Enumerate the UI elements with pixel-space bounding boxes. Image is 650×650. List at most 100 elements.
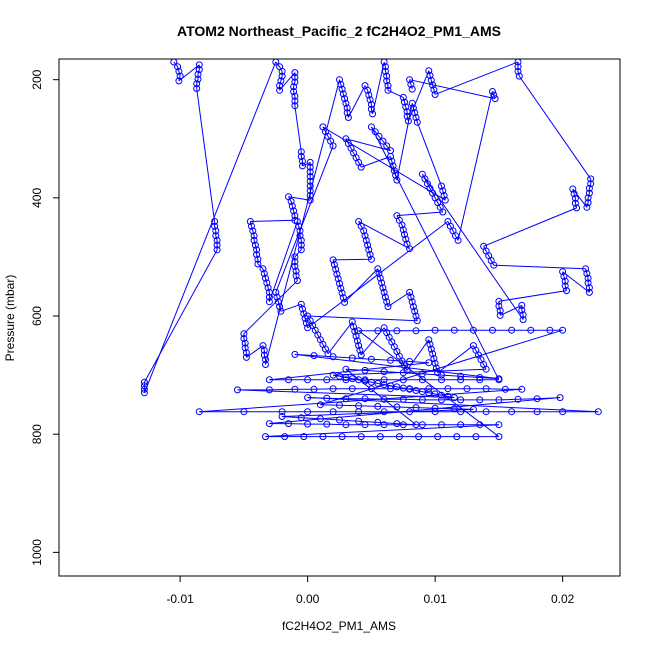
data-point xyxy=(434,433,442,441)
data-point xyxy=(379,137,387,145)
data-point xyxy=(383,142,391,150)
data-point xyxy=(348,354,356,362)
data-point xyxy=(563,287,570,295)
data-point xyxy=(527,326,535,334)
data-point xyxy=(240,330,248,338)
data-point xyxy=(425,359,433,367)
data-point xyxy=(262,361,269,368)
data-point xyxy=(387,385,394,393)
data-point xyxy=(489,326,496,334)
data-point xyxy=(297,246,305,254)
data-point xyxy=(399,93,407,101)
series-connector xyxy=(345,138,391,152)
data-point xyxy=(409,303,417,311)
x-tick-label: 0.00 xyxy=(296,592,320,606)
data-point xyxy=(401,231,408,238)
data-point xyxy=(438,182,445,190)
data-point xyxy=(278,67,286,75)
data-point xyxy=(291,69,299,77)
data-point xyxy=(430,355,438,363)
data-point xyxy=(195,408,203,416)
data-point xyxy=(374,327,382,335)
series-line xyxy=(320,404,474,410)
data-point xyxy=(240,335,248,342)
data-point xyxy=(285,376,292,384)
data-point xyxy=(342,376,350,384)
data-point xyxy=(306,168,314,176)
data-point xyxy=(453,433,461,441)
data-point xyxy=(250,236,258,244)
data-point xyxy=(343,109,351,117)
data-point xyxy=(285,420,292,428)
series-connector xyxy=(457,91,493,241)
data-point xyxy=(175,77,183,85)
data-point xyxy=(140,378,148,386)
data-point xyxy=(403,366,411,374)
data-point xyxy=(213,246,221,254)
data-point xyxy=(384,82,392,90)
data-point xyxy=(415,433,423,441)
data-point xyxy=(262,433,269,441)
series-connector xyxy=(345,368,417,426)
data-point xyxy=(402,103,410,111)
data-point xyxy=(491,95,499,103)
data-point xyxy=(291,92,299,100)
data-point xyxy=(403,108,411,116)
data-point xyxy=(329,353,337,361)
data-point xyxy=(388,157,396,165)
series-connector xyxy=(250,219,295,222)
data-point xyxy=(585,184,593,192)
data-point xyxy=(556,394,564,402)
data-point xyxy=(329,142,337,150)
data-point xyxy=(514,63,522,71)
data-point xyxy=(383,298,391,306)
data-point xyxy=(399,376,407,384)
series-connector xyxy=(196,88,216,222)
data-point xyxy=(310,352,318,360)
series-connector xyxy=(302,161,311,167)
data-point xyxy=(353,337,361,345)
data-point xyxy=(361,366,369,374)
data-point xyxy=(398,221,406,229)
data-point xyxy=(337,80,345,88)
data-point xyxy=(291,73,299,81)
data-point xyxy=(495,396,503,404)
data-point xyxy=(406,408,414,416)
series-line xyxy=(307,315,329,355)
data-point xyxy=(336,280,343,287)
data-point xyxy=(342,365,350,373)
series-connector xyxy=(143,249,218,383)
data-point xyxy=(450,405,458,413)
data-point xyxy=(411,307,419,315)
data-point xyxy=(336,372,343,380)
data-point xyxy=(291,212,299,220)
data-point xyxy=(482,365,490,373)
data-point xyxy=(348,318,356,326)
data-point xyxy=(272,288,280,296)
data-point xyxy=(376,433,384,441)
series-connector xyxy=(396,211,443,217)
data-point xyxy=(463,385,471,393)
data-point xyxy=(260,346,268,354)
data-point xyxy=(431,390,439,398)
data-point xyxy=(384,303,392,311)
data-point xyxy=(336,76,343,84)
data-point xyxy=(333,270,341,278)
data-point xyxy=(384,86,392,94)
series-line xyxy=(447,221,459,241)
series-connector xyxy=(347,85,366,118)
data-point xyxy=(381,293,389,301)
data-point xyxy=(444,385,452,393)
data-point xyxy=(306,177,314,185)
data-point xyxy=(304,324,312,332)
data-point xyxy=(360,227,368,235)
data-point xyxy=(450,326,458,334)
data-point xyxy=(374,418,382,426)
data-point xyxy=(438,421,445,429)
data-point xyxy=(336,401,343,409)
data-point xyxy=(450,394,458,402)
data-point xyxy=(375,270,383,277)
data-point xyxy=(361,232,369,240)
data-point xyxy=(240,408,248,416)
